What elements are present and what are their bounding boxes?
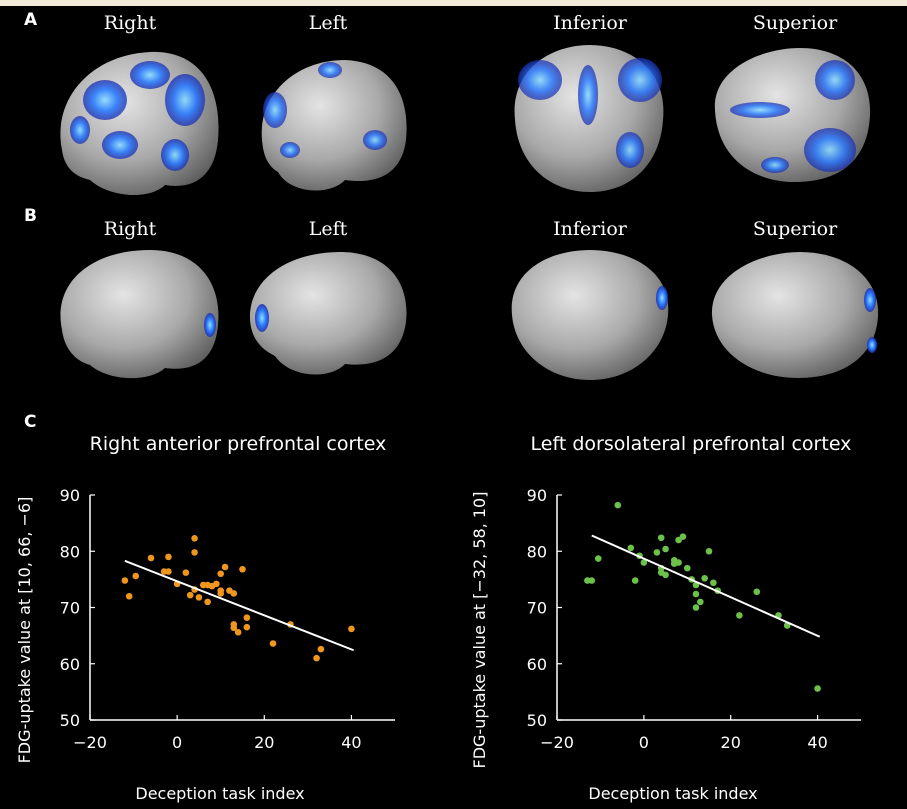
data-point [701, 574, 708, 582]
data-point [313, 654, 320, 662]
x-tick-label: 20 [254, 733, 274, 752]
view-label-left-a: Left [308, 12, 348, 34]
data-point [147, 554, 155, 562]
y-tick-label: 80 [527, 542, 547, 561]
view-label-left-b: Left [308, 218, 348, 240]
data-point [204, 598, 211, 606]
data-point [191, 549, 198, 556]
y-tick-label: 60 [60, 655, 80, 674]
data-point [631, 577, 639, 584]
view-label-inferior-a: Inferior [553, 12, 627, 34]
y-axis-label: FDG-uptake value at [−32, 58, 10] [470, 492, 489, 769]
data-point [317, 645, 325, 653]
brain-b-superior [711, 252, 879, 378]
data-point [675, 559, 682, 566]
brain-b-right [60, 250, 219, 379]
data-point [234, 628, 242, 636]
regression-line [124, 559, 354, 652]
scatter-chart-right-anterior-pfc: Right anterior prefrontal cortex FDG-upt… [15, 433, 395, 803]
view-label-right-a: Right [103, 12, 157, 34]
brain-a-superior [714, 48, 871, 182]
y-tick-label: 90 [527, 486, 547, 505]
data-point [121, 577, 129, 584]
y-tick-label: 70 [60, 599, 80, 618]
x-axis-label: Deception task index [135, 784, 304, 803]
data-point [217, 587, 225, 594]
data-point [217, 570, 225, 578]
x-axis-label: Deception task index [588, 784, 757, 803]
view-label-superior-a: Superior [752, 12, 838, 34]
data-point [191, 535, 198, 542]
brain-renderings [60, 45, 879, 380]
x-tick-label: 40 [807, 733, 827, 752]
data-point [125, 592, 133, 600]
panel-letter-a: A [24, 10, 38, 30]
data-point [594, 555, 602, 562]
data-point [662, 571, 669, 579]
brain-b-inferior [511, 250, 669, 380]
panel-letter-c: C [24, 412, 37, 432]
data-point [662, 545, 669, 553]
data-point [710, 579, 717, 587]
data-point [165, 568, 172, 575]
x-tick-label: 0 [172, 733, 182, 752]
data-point [239, 565, 246, 573]
chart-title: Left dorsolateral prefrontal cortex [531, 433, 852, 455]
top-margin-strip [0, 0, 907, 6]
data-point [614, 501, 622, 509]
y-tick-label: 50 [60, 711, 80, 730]
x-tick-label: −20 [73, 733, 107, 752]
y-tick-label: 60 [527, 655, 547, 674]
data-point [705, 547, 713, 555]
chart-title: Right anterior prefrontal cortex [90, 433, 387, 455]
data-point [348, 625, 355, 633]
y-axis-label: FDG-uptake value at [10, 66, −6] [15, 497, 34, 764]
data-point [679, 533, 687, 540]
brain-a-right [60, 51, 219, 196]
data-point [182, 569, 190, 576]
data-point [697, 598, 704, 606]
data-point [195, 594, 203, 601]
data-point [230, 590, 238, 597]
scatter-chart-left-dlpfc: Left dorsolateral prefrontal cortex FDG-… [470, 433, 861, 803]
data-point [243, 614, 251, 621]
data-point [588, 577, 596, 584]
data-point [269, 640, 277, 647]
data-point [243, 623, 251, 631]
data-point [627, 544, 635, 552]
data-point [230, 624, 238, 632]
x-tick-label: −20 [540, 733, 574, 752]
data-point [213, 580, 220, 588]
data-point [640, 559, 648, 566]
data-point [692, 604, 700, 611]
data-point [657, 534, 665, 542]
y-tick-label: 80 [60, 542, 80, 561]
data-point [683, 564, 691, 572]
data-point [653, 549, 661, 556]
view-label-right-b: Right [103, 218, 157, 240]
data-point [692, 590, 700, 598]
x-tick-label: 0 [639, 733, 649, 752]
data-point [165, 553, 172, 561]
data-point [753, 588, 761, 596]
brain-b-left [249, 252, 407, 375]
data-point [221, 563, 229, 571]
y-tick-label: 70 [527, 599, 547, 618]
regression-line [591, 534, 821, 638]
view-label-inferior-b: Inferior [553, 218, 627, 240]
y-tick-label: 90 [60, 486, 80, 505]
y-tick-label: 50 [527, 711, 547, 730]
x-tick-label: 20 [721, 733, 741, 752]
panel-letter-b: B [24, 206, 37, 226]
data-point [186, 591, 194, 599]
data-point [814, 685, 821, 692]
brain-a-inferior [514, 45, 664, 192]
data-point [736, 612, 743, 619]
data-point [132, 572, 140, 580]
x-tick-label: 40 [341, 733, 361, 752]
view-label-superior-b: Superior [752, 218, 838, 240]
brain-a-left [261, 60, 407, 191]
